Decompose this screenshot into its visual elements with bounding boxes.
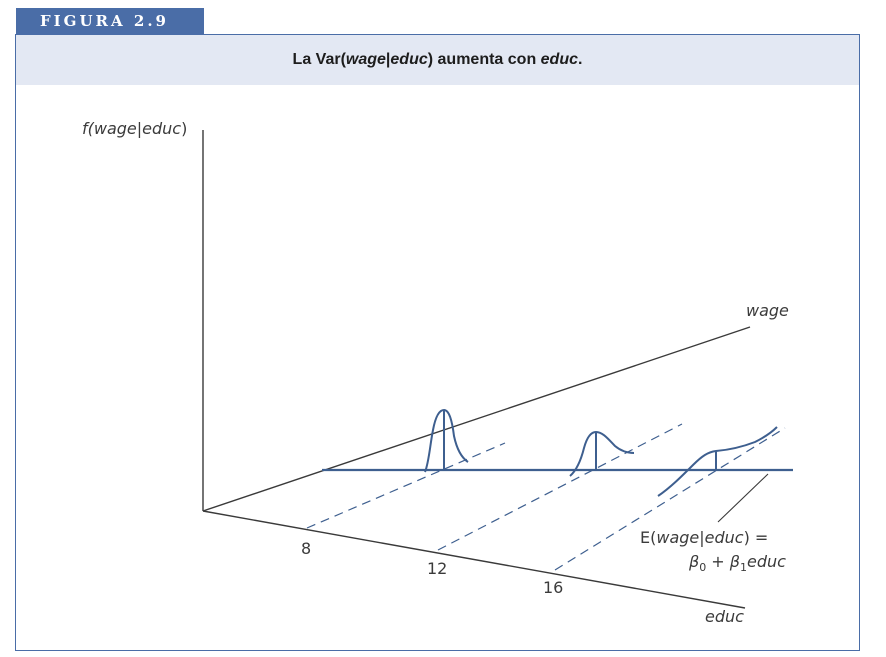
wage-axis (202, 326, 751, 512)
figure-frame: La Var(wage | educ) aumenta con educ. (15, 34, 860, 651)
tick-label-8: 8 (301, 539, 311, 558)
dashed-line-12 (437, 423, 683, 551)
equation-line-2: β0 + β1educ (688, 552, 786, 574)
density-curve-8 (424, 408, 469, 473)
tick-label-16: 16 (543, 578, 563, 597)
y-axis-label: f(wage|educ) (82, 119, 187, 138)
caption-suffix: ) aumenta con (427, 51, 541, 68)
caption-end: . (578, 51, 583, 68)
caption-educ: educ (390, 51, 428, 68)
dashed-line-8 (306, 442, 506, 529)
figure-caption: La Var(wage | educ) aumenta con educ. (16, 35, 859, 85)
educ-axis-label: educ (705, 607, 744, 626)
dashed-line-16 (554, 427, 786, 571)
wage-axis-label: wage (746, 301, 789, 320)
caption-educ2: educ (540, 51, 578, 68)
equation-line-1: E(wage|educ) = (640, 528, 768, 547)
caption-prefix: La Var( (292, 51, 346, 68)
density-curve-16 (657, 426, 778, 497)
equation-leader-line (717, 473, 769, 523)
tick-label-12: 12 (427, 559, 447, 578)
caption-sep: | (385, 51, 391, 68)
educ-axis (202, 510, 746, 609)
figure-tag: FIGURA 2.9 (16, 8, 204, 34)
caption-wage: wage (345, 51, 386, 68)
